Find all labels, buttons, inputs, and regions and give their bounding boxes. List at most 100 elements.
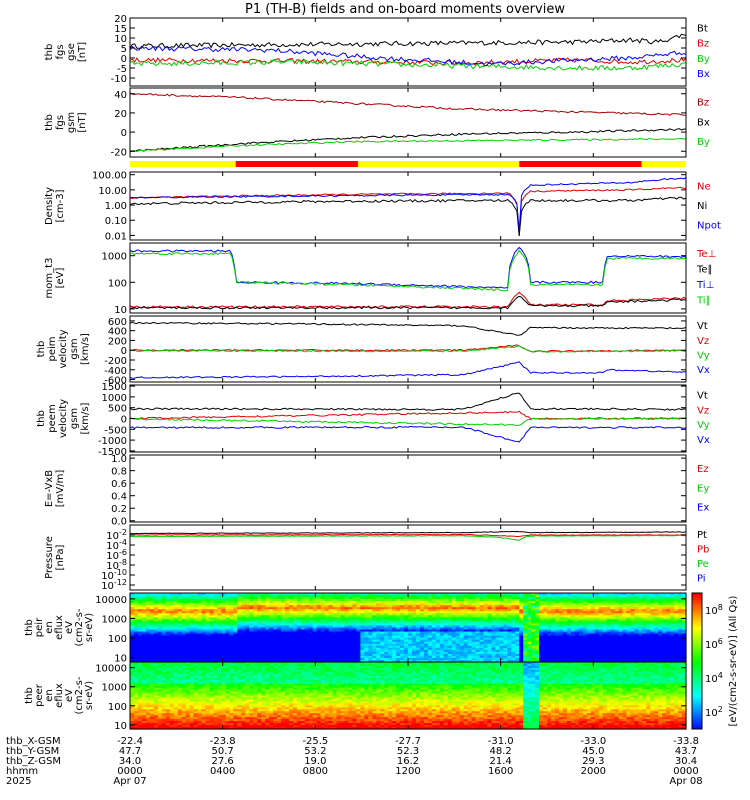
spectrogram-cell [308, 641, 314, 645]
spectrogram-cell [443, 637, 449, 641]
spectrogram-cell [324, 629, 330, 633]
spectrogram-cell [269, 645, 274, 649]
spectrogram-cell [316, 635, 322, 639]
spectrogram-cell [674, 617, 679, 620]
spectrogram-cell [419, 593, 425, 596]
spectrogram-cell [515, 595, 520, 598]
spectrogram-cell [233, 631, 238, 635]
spectrogram-cell [634, 651, 639, 655]
figure-title: P1 (TH-B) fields and on-board moments ov… [245, 2, 565, 17]
spectrogram-cell [205, 617, 211, 620]
spectrogram-cell [431, 641, 437, 645]
spectrogram-cell [336, 595, 342, 598]
spectrogram-cell [376, 609, 381, 612]
spectrogram-cell [614, 621, 620, 625]
spectrogram-cell [519, 631, 524, 635]
spectrogram-cell [364, 641, 369, 645]
spectrogram-cell [181, 647, 187, 651]
spectrogram-cell [261, 651, 266, 655]
spectrogram-cell [622, 597, 628, 600]
spectrogram-cell [169, 653, 175, 657]
spectrogram-cell [272, 639, 278, 643]
spectrogram-cell [316, 603, 322, 606]
spectrogram-cell [145, 653, 151, 657]
spectrogram-cell [443, 653, 449, 657]
spectrogram-cell [594, 653, 600, 657]
spectrogram-cell [137, 651, 143, 655]
spectrogram-cell [237, 657, 242, 661]
spectrogram-cell [209, 619, 214, 623]
spectrogram-cell [133, 657, 139, 661]
spectrogram-cell [280, 645, 286, 649]
spectrogram-cell [320, 633, 326, 637]
spectrogram-cell [217, 603, 222, 606]
spectrogram-cell [447, 595, 453, 598]
spectrogram-cell [133, 635, 139, 639]
spectrogram-cell [137, 643, 143, 647]
spectrogram-cell [479, 597, 485, 600]
spectrogram-cell [463, 637, 469, 641]
spectrogram-cell [646, 623, 651, 627]
spectrogram-cell [626, 641, 631, 645]
spectrogram-cell [682, 615, 687, 618]
spectrogram-cell [582, 627, 588, 631]
spectrogram-cell [392, 629, 397, 633]
spectrogram-cell [292, 627, 298, 631]
spectrogram-cell [495, 635, 500, 639]
spectrogram-cell [249, 599, 254, 602]
spectrogram-cell [562, 613, 568, 616]
spectrogram-cell [475, 651, 481, 655]
spectrogram-cell [141, 633, 147, 637]
spectrogram-cell [507, 609, 512, 612]
spectrogram-cell [658, 655, 663, 659]
spectrogram-cell [415, 647, 421, 651]
spectrogram-cell [153, 649, 159, 653]
spectrogram-cell [558, 637, 564, 641]
spectrogram-cell [666, 599, 671, 602]
spectrogram-cell [396, 621, 401, 625]
spectrogram-cell [566, 649, 572, 653]
spectrogram-cell [598, 653, 604, 657]
spectrogram-cell [364, 615, 369, 618]
spectrogram-cell [411, 613, 417, 616]
spectrogram-cell [459, 601, 465, 604]
spectrogram-cell [682, 601, 687, 604]
spectrogram-cell [133, 651, 139, 655]
spectrogram-cell [280, 621, 286, 625]
spectrogram-cell [404, 653, 409, 657]
spectrogram-cell [467, 613, 473, 616]
spectrogram-cell [137, 631, 143, 635]
spectrogram-cell [312, 653, 318, 657]
spectrogram-cell [221, 597, 226, 600]
spectrogram-cell [554, 623, 560, 627]
spectrogram-cell [578, 599, 584, 602]
spectrogram-cell [586, 593, 592, 596]
series-Te⊥ [129, 291, 687, 309]
spectrogram-cell [249, 653, 254, 657]
y-tick-label: -5 [117, 64, 127, 75]
spectrogram-cell [610, 609, 616, 612]
spectrogram-cell [284, 627, 290, 631]
spectrogram-cell [570, 633, 576, 637]
spectrogram-cell [443, 613, 449, 616]
spectrogram-cell [276, 615, 282, 618]
spectrogram-cell [606, 657, 612, 661]
spectrogram-cell [276, 621, 282, 625]
spectrogram-cell [562, 645, 568, 649]
spectrogram-cell [193, 605, 199, 608]
spectrogram-cell [177, 645, 183, 649]
spectrogram-cell [372, 595, 377, 598]
spectrogram-cell [320, 619, 326, 623]
spectrogram-cell [276, 613, 282, 616]
spectrogram-cell [272, 657, 278, 661]
spectrogram-cell [614, 615, 620, 618]
spectrogram-cell [562, 625, 568, 629]
spectrogram-cell [511, 607, 516, 610]
spectrogram-cell [257, 599, 262, 602]
spectrogram-cell [662, 627, 667, 631]
spectrogram-cell [229, 655, 234, 659]
spectrogram-cell [658, 609, 663, 612]
spectrogram-cell [654, 641, 659, 645]
spectrogram-cell [507, 607, 512, 610]
spectrogram-cell [296, 613, 302, 616]
